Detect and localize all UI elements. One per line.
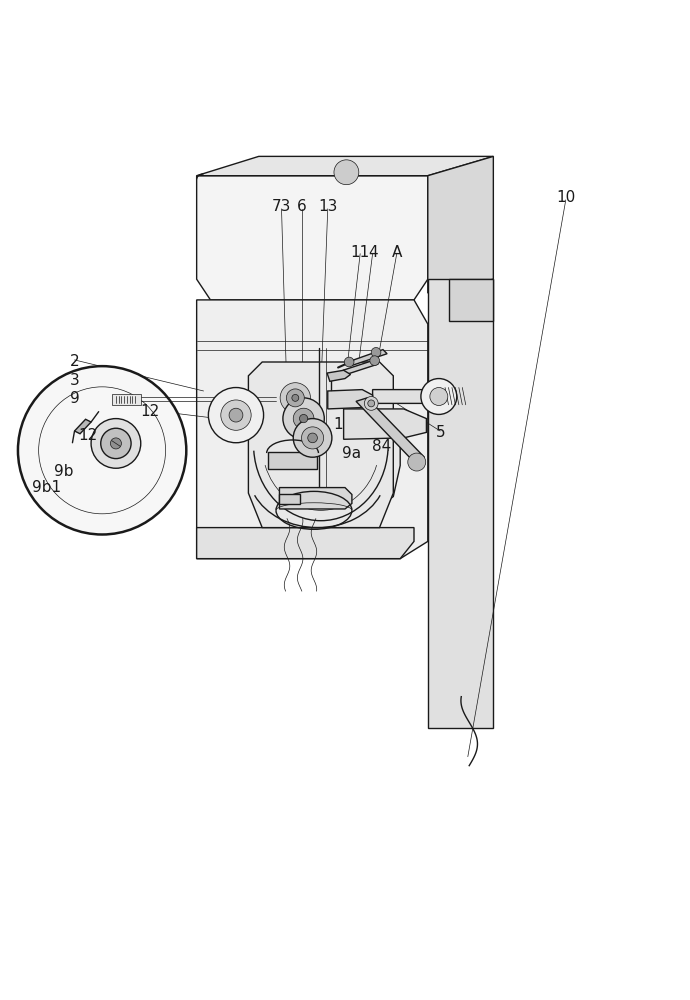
Text: 4: 4	[368, 245, 377, 260]
Text: 73: 73	[272, 199, 291, 214]
Polygon shape	[279, 494, 300, 504]
Text: 6: 6	[297, 199, 306, 214]
Polygon shape	[373, 390, 442, 403]
Circle shape	[421, 379, 457, 414]
Polygon shape	[428, 279, 493, 728]
Circle shape	[221, 400, 251, 430]
Text: 12: 12	[141, 404, 160, 419]
Polygon shape	[328, 390, 373, 409]
Polygon shape	[448, 279, 493, 321]
Text: 9: 9	[70, 391, 79, 406]
Text: 84: 84	[372, 439, 391, 454]
Circle shape	[368, 400, 375, 407]
Circle shape	[334, 160, 359, 185]
Circle shape	[308, 433, 317, 443]
Circle shape	[91, 419, 141, 468]
Circle shape	[364, 396, 378, 410]
Polygon shape	[343, 360, 378, 374]
Circle shape	[208, 388, 264, 443]
Polygon shape	[327, 370, 351, 381]
Polygon shape	[428, 156, 493, 293]
Text: 10: 10	[556, 190, 575, 205]
Circle shape	[18, 366, 186, 534]
Text: A: A	[391, 245, 402, 260]
Text: 13: 13	[318, 199, 337, 214]
Text: 9a: 9a	[342, 446, 362, 461]
Circle shape	[293, 419, 332, 457]
Circle shape	[299, 414, 308, 423]
Circle shape	[101, 428, 131, 459]
Polygon shape	[268, 452, 317, 469]
Circle shape	[371, 348, 381, 357]
Polygon shape	[262, 431, 400, 517]
Circle shape	[293, 408, 314, 429]
Text: 1: 1	[333, 417, 343, 432]
Polygon shape	[348, 350, 387, 365]
Circle shape	[292, 394, 299, 401]
Polygon shape	[197, 176, 428, 300]
Circle shape	[286, 389, 304, 407]
Polygon shape	[344, 409, 426, 439]
Circle shape	[110, 438, 121, 449]
Polygon shape	[248, 362, 393, 528]
Polygon shape	[112, 394, 141, 405]
Text: 12: 12	[79, 428, 98, 443]
Text: 5: 5	[435, 425, 445, 440]
Circle shape	[229, 408, 243, 422]
Circle shape	[430, 388, 448, 405]
Polygon shape	[356, 398, 424, 463]
Text: 2: 2	[70, 355, 79, 369]
Circle shape	[280, 383, 311, 413]
Text: 9b1: 9b1	[32, 480, 61, 495]
Text: 9b: 9b	[54, 464, 73, 479]
Polygon shape	[75, 419, 91, 434]
Polygon shape	[197, 528, 414, 559]
Circle shape	[344, 357, 354, 367]
Polygon shape	[279, 488, 352, 509]
Text: 3: 3	[70, 373, 79, 388]
Polygon shape	[197, 156, 493, 176]
Circle shape	[302, 427, 324, 449]
Circle shape	[408, 453, 426, 471]
Circle shape	[283, 398, 324, 439]
Circle shape	[370, 356, 380, 365]
Polygon shape	[197, 300, 428, 559]
Text: 11: 11	[351, 245, 370, 260]
